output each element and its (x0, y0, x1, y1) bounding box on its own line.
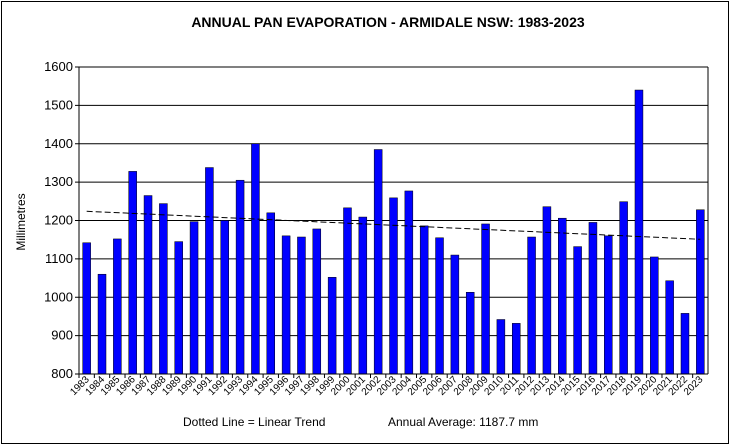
bar (235, 179, 245, 375)
y-tick-label: 1300 (44, 174, 73, 189)
bar (281, 235, 291, 375)
bar (389, 197, 398, 375)
bar (327, 277, 337, 375)
average-note: Annual Average: 1187.7 mm (388, 415, 538, 429)
bar (159, 203, 168, 375)
bar (558, 217, 567, 375)
bar (542, 206, 552, 375)
bar (205, 167, 214, 375)
y-tick-label: 1200 (44, 213, 73, 228)
bar (343, 207, 352, 375)
bar (128, 171, 137, 375)
bar (604, 235, 613, 375)
bar (404, 190, 414, 375)
bar (297, 236, 306, 375)
bar (143, 195, 153, 375)
bar (373, 149, 383, 375)
bar (696, 209, 705, 375)
y-tick-label: 1000 (44, 289, 73, 304)
y-axis-label: Millimetres (14, 193, 28, 250)
bar (588, 222, 598, 375)
bar (358, 216, 368, 375)
bar (527, 236, 536, 375)
bar (174, 241, 183, 375)
bar (465, 292, 475, 375)
trend-line (86, 210, 701, 240)
bar (619, 201, 628, 375)
trend-note: Dotted Line = Linear Trend (183, 415, 325, 429)
bar (511, 323, 521, 375)
y-tick-label: 1100 (45, 251, 73, 266)
bar (665, 280, 674, 375)
bar (220, 220, 229, 375)
bar (113, 238, 122, 375)
bar (496, 319, 506, 375)
bar (266, 212, 276, 375)
axes (78, 67, 709, 375)
y-tick-label: 900 (51, 328, 73, 343)
bar (481, 223, 490, 375)
bar (189, 221, 199, 375)
x-tick-labels: 1983198419851986198719881989199019911992… (68, 374, 705, 398)
y-tick-label: 1400 (44, 136, 73, 151)
bar (419, 225, 429, 375)
bar (450, 254, 460, 375)
y-tick-label: 1500 (44, 97, 73, 112)
y-tick-labels: 800 900 1000 1100 1200 1300 1400 1500 1600 (44, 59, 73, 381)
y-tick-label: 1600 (44, 59, 73, 74)
bar (97, 273, 107, 375)
y-tick-label: 800 (51, 366, 73, 381)
bar (312, 228, 322, 375)
bar (435, 237, 444, 375)
bar (634, 89, 644, 375)
linear-trend-line (86, 210, 701, 240)
bar (251, 143, 260, 375)
bar (573, 246, 582, 375)
bar (650, 256, 659, 375)
bar-series (82, 89, 705, 375)
chart-title: ANNUAL PAN EVAPORATION - ARMIDALE NSW: 1… (191, 14, 585, 30)
bar (82, 242, 91, 375)
bar (680, 313, 690, 375)
